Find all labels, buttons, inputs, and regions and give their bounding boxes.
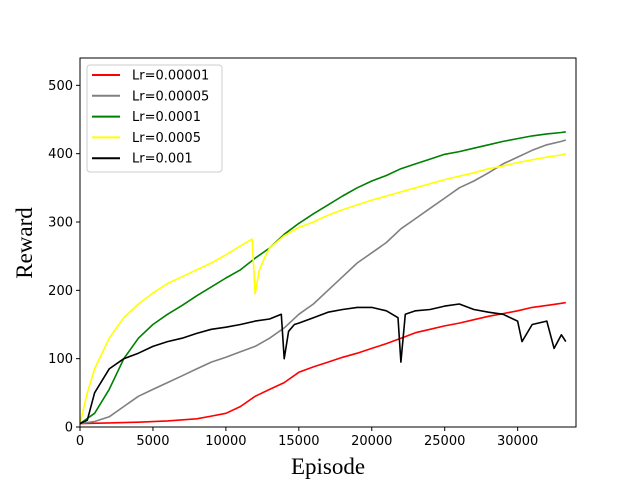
x-tick-label: 10000 xyxy=(205,434,246,449)
series-line-2 xyxy=(79,131,566,425)
legend-label: Lr=0.0005 xyxy=(132,131,201,146)
legend-box xyxy=(86,64,223,173)
x-tick-label: 25000 xyxy=(424,434,465,449)
y-tick-label: 100 xyxy=(48,352,73,367)
legend-label: Lr=0.00005 xyxy=(132,89,209,104)
y-tick-label: 500 xyxy=(48,79,73,94)
series-line-1 xyxy=(79,139,567,425)
x-tick-label: 30000 xyxy=(497,434,538,449)
x-tick-label: 20000 xyxy=(351,434,392,449)
y-tick-label: 200 xyxy=(48,284,73,299)
series-line-3 xyxy=(79,152,567,424)
plot-frame xyxy=(79,57,577,428)
y-axis-title: Reward xyxy=(12,207,37,279)
series-group xyxy=(79,131,567,425)
legend-label: Lr=0.0001 xyxy=(132,110,201,125)
x-axis-title: Episode xyxy=(291,454,365,479)
legend: Lr=0.00001 Lr=0.00005 Lr=0.0001 Lr=0.0005 Lr… xyxy=(86,64,223,173)
series-line-4 xyxy=(79,303,567,425)
x-tick-label: 5000 xyxy=(136,434,169,449)
legend-label: Lr=0.001 xyxy=(132,152,193,167)
x-tick-label: 15000 xyxy=(278,434,319,449)
y-tick-label: 0 xyxy=(65,421,73,436)
ticks-group: 0 5000 10000 15000 20000 25000 30000 0 100 200 300… xyxy=(48,79,538,449)
y-tick-label: 300 xyxy=(48,216,73,231)
x-tick-label: 0 xyxy=(76,434,84,449)
legend-label: Lr=0.00001 xyxy=(132,69,209,84)
y-tick-label: 400 xyxy=(48,147,73,162)
